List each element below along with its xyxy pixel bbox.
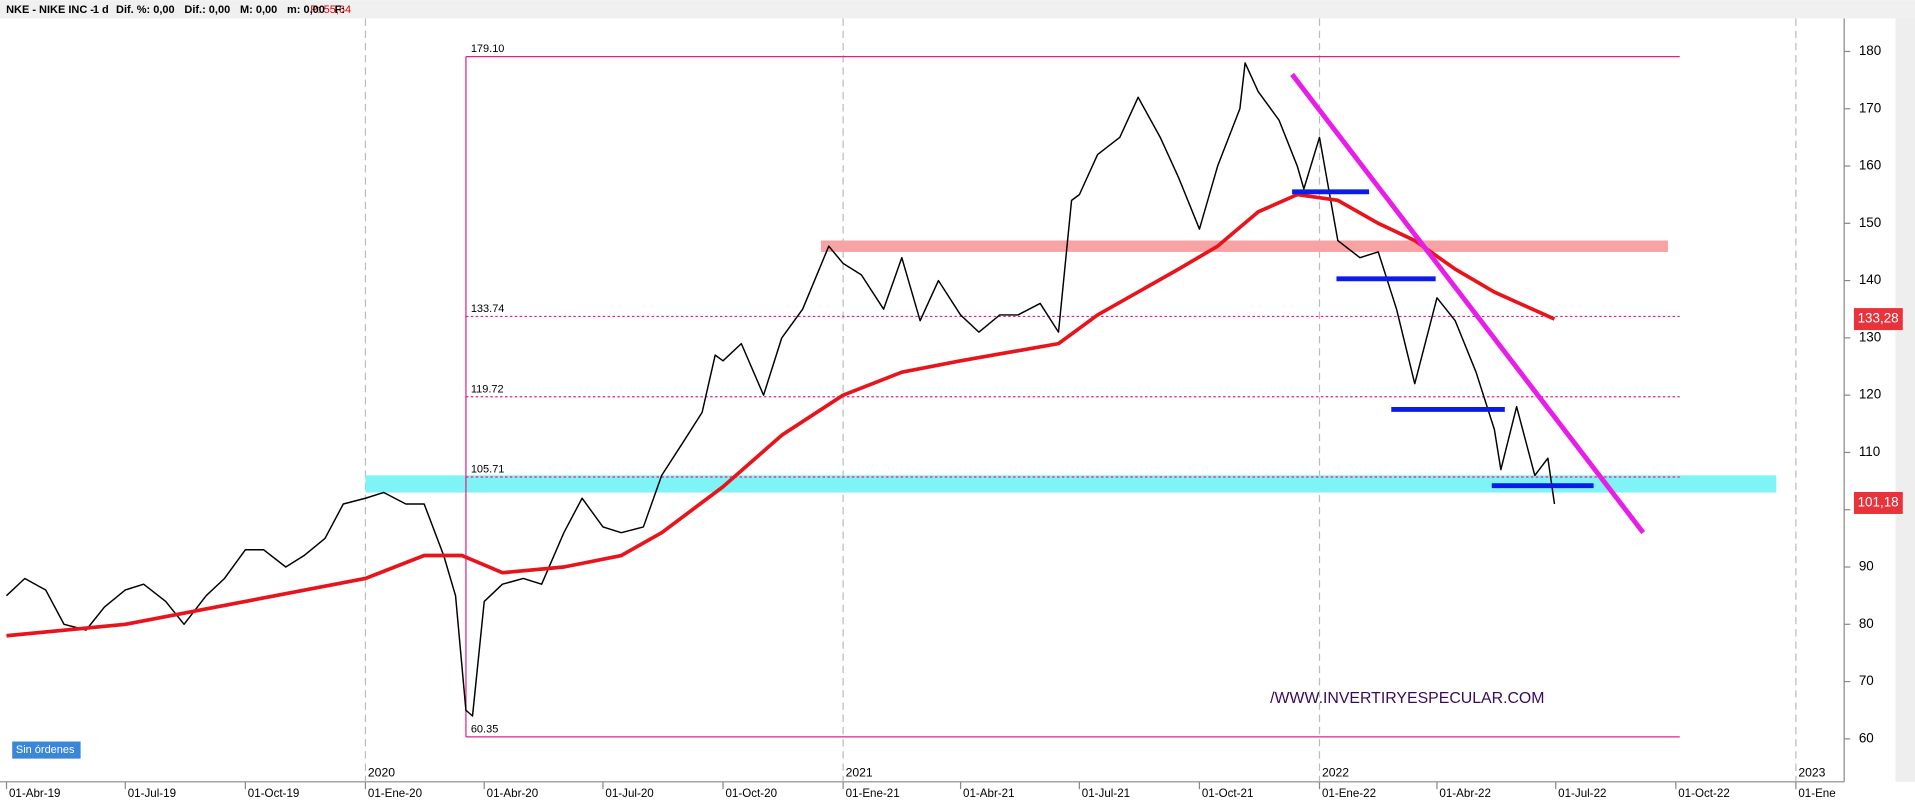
x-tick-label: 01-Oct-20 [725,787,777,800]
header-stat: Dif.: 0,00 [184,4,230,16]
y-tick-label: 60 [1859,730,1874,745]
x-tick-label: 01-Ene [1798,787,1835,800]
x-tick-label: 01-Abr-21 [963,787,1015,800]
y-tick-label: 180 [1859,43,1881,58]
header-stat: F: [335,4,345,16]
trend-line [1290,72,1646,535]
last-price-label: 133,28 [1858,311,1899,326]
year-label: 2023 [1798,765,1825,779]
last-price-label: 101,18 [1858,495,1899,510]
fib-label: 105.71 [471,464,505,476]
fib-label: 119.72 [471,383,504,395]
x-tick-label: 01-Oct-22 [1678,787,1730,800]
x-tick-label: 01-Ene-20 [368,787,422,800]
x-tick-label: 01-Abr-19 [9,787,61,800]
fib-label: 60.35 [471,723,499,735]
status-badge [12,741,81,759]
header-price: P: 55,64 [310,4,351,16]
price-line [5,62,1556,717]
last-price-box [1853,308,1903,331]
x-tick-label: 01-Jul-21 [1082,787,1130,800]
y-tick-label: 110 [1859,444,1880,459]
y-tick-label: 80 [1859,616,1874,631]
header-stat: Dif. %: 0,00 [116,4,175,16]
header-bar [0,0,1915,19]
price-line [6,192,1556,638]
y-tick-label: 120 [1859,387,1881,402]
x-tick-label: 01-Oct-21 [1202,787,1254,800]
band [820,240,1668,252]
fib-label: 179.10 [471,43,505,55]
plot-area [0,18,1845,782]
scrollbar[interactable] [1895,18,1915,782]
y-tick-label: 90 [1859,559,1874,574]
fib-label: 133.74 [471,303,505,315]
y-tick-label: 170 [1859,100,1881,115]
x-tick-label: 01-Oct-19 [248,787,300,800]
y-tick-label: 160 [1859,158,1881,173]
header-symbol: NKE - NIKE INC - [6,4,94,16]
last-price-box [1853,491,1903,514]
x-tick-label: 01-Jul-19 [128,787,176,800]
x-tick-label: 01-Abr-20 [487,787,539,800]
x-tick-label: 01-Ene-21 [846,787,900,800]
x-tick-label: 01-Jul-22 [1558,787,1606,800]
watermark: /WWW.INVERTIRYESPECULAR.COM [1270,690,1544,707]
y-tick-label: 140 [1859,272,1881,287]
x-tick-label: 01-Abr-22 [1439,787,1491,800]
y-tick-label: 150 [1859,215,1881,230]
year-label: 2020 [368,765,395,779]
y-tick-label: 70 [1859,673,1874,688]
x-tick-label: 01-Ene-22 [1322,787,1376,800]
status-text: Sin órdenes [16,744,75,756]
header-period: 1 d [93,4,109,16]
year-label: 2022 [1322,765,1349,779]
x-tick-label: 01-Jul-20 [605,787,653,800]
year-label: 2021 [846,765,873,779]
header-stat: m: 0,00 [287,4,325,16]
header-stat: M: 0,00 [240,4,277,16]
y-tick-label: 130 [1859,329,1881,344]
